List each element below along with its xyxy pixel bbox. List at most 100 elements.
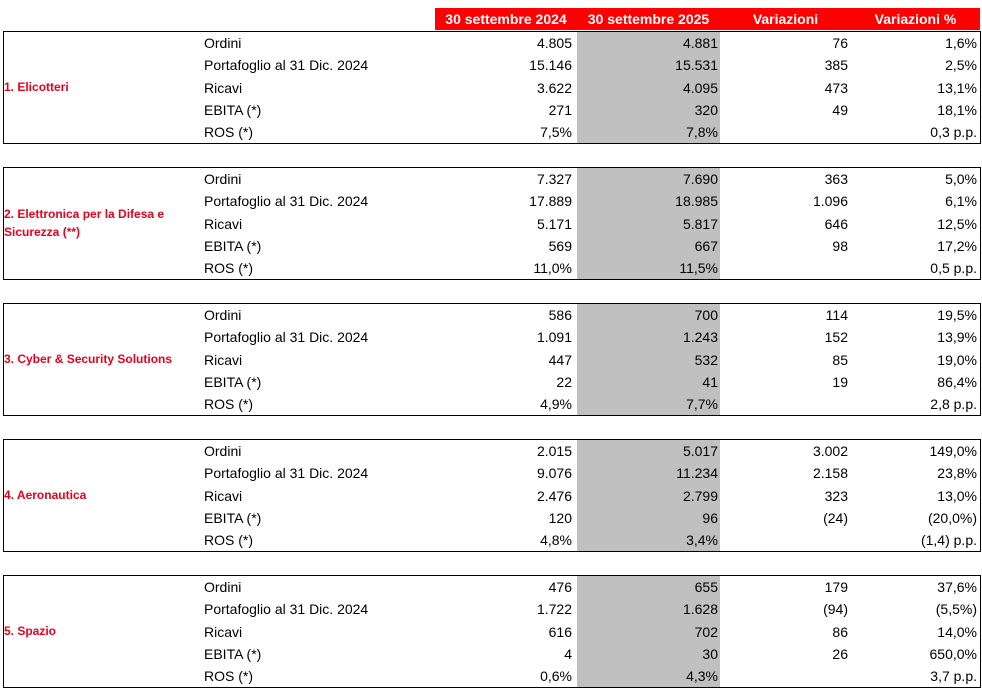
value-cell: 586: [548, 307, 572, 323]
value-cell: 4,8%: [540, 532, 572, 549]
value-cell: 86,4%: [937, 373, 977, 390]
section-box: [3, 167, 981, 280]
value-cell: 11.234: [676, 465, 718, 482]
value-cell: 18.985: [675, 193, 718, 210]
value-cell: 7,7%: [686, 396, 718, 413]
metric-label: Ordini: [204, 443, 242, 459]
value-cell: 4: [564, 645, 572, 662]
value-cell: 1.091: [536, 329, 572, 346]
value-cell: 363: [824, 171, 848, 187]
value-cell: 49: [832, 101, 848, 118]
value-cell: 4.881: [682, 35, 718, 51]
value-cell: 0,3 p.p.: [930, 124, 977, 141]
value-cell: 15.146: [529, 57, 572, 74]
value-cell: 476: [548, 579, 572, 595]
value-cell: 17.889: [529, 193, 572, 210]
segment-label: 2. Elettronica per la Difesa e Sicurezza…: [4, 207, 165, 239]
value-cell: 19,0%: [937, 351, 977, 368]
value-cell: 2.015: [536, 443, 572, 459]
value-cell: 13,0%: [937, 487, 977, 504]
value-cell: 120: [548, 509, 572, 526]
value-cell: 3.622: [536, 79, 572, 96]
value-cell: 30: [702, 645, 718, 662]
section-box: [3, 575, 981, 688]
metric-label: Ricavi: [204, 487, 243, 504]
value-cell: 114: [825, 307, 848, 323]
metric-label: EBITA (*): [204, 237, 262, 254]
value-cell: 17,2%: [937, 237, 977, 254]
highlight-column: [577, 304, 720, 415]
value-cell: 271: [548, 101, 572, 118]
metric-label: Ricavi: [204, 215, 243, 232]
value-cell: (5,5%): [935, 601, 977, 618]
value-cell: 179: [824, 579, 848, 595]
metric-label: Ricavi: [204, 79, 243, 96]
metric-label: EBITA (*): [204, 645, 262, 662]
value-cell: 447: [548, 351, 572, 368]
value-cell: 4.805: [536, 35, 572, 51]
metric-label: Ordini: [204, 307, 242, 323]
value-cell: 650,0%: [929, 645, 977, 662]
value-cell: 13,1%: [937, 79, 977, 96]
section-box: [3, 303, 981, 416]
value-cell: 323: [824, 487, 848, 504]
segment-label: 4. Aeronautica: [4, 488, 87, 502]
value-cell: 2.476: [536, 487, 572, 504]
value-cell: 15.531: [675, 57, 718, 74]
value-cell: 5.017: [682, 443, 718, 459]
value-cell: 13,9%: [937, 329, 977, 346]
value-cell: 7,5%: [540, 124, 572, 141]
value-cell: 2.799: [682, 487, 718, 504]
value-cell: 4,3%: [686, 668, 718, 685]
value-cell: 7.327: [536, 171, 572, 187]
value-cell: 1,6%: [945, 35, 977, 51]
value-cell: 76: [832, 35, 848, 51]
metric-label: ROS (*): [204, 532, 253, 549]
metric-label: EBITA (*): [204, 373, 262, 390]
value-cell: 2.158: [812, 465, 848, 482]
value-cell: 4,9%: [540, 396, 572, 413]
metric-label: Portafoglio al 31 Dic. 2024: [204, 465, 369, 482]
value-cell: 320: [694, 101, 718, 118]
value-cell: (1,4) p.p.: [920, 532, 977, 549]
column-header: Variazioni: [752, 11, 819, 27]
value-cell: 4.095: [682, 79, 718, 96]
metric-label: Portafoglio al 31 Dic. 2024: [204, 57, 369, 74]
value-cell: 5,0%: [945, 171, 977, 187]
value-cell: 667: [694, 237, 718, 254]
value-cell: 3.002: [812, 443, 848, 459]
value-cell: 532: [694, 351, 718, 368]
value-cell: 646: [824, 215, 848, 232]
value-cell: 18,1%: [937, 101, 977, 118]
metric-label: ROS (*): [204, 396, 253, 413]
column-header: 30 settembre 2025: [587, 11, 710, 27]
value-cell: 11,0%: [533, 260, 572, 277]
value-cell: 19,5%: [937, 307, 977, 323]
value-cell: 616: [548, 623, 572, 640]
value-cell: 19: [832, 373, 848, 390]
value-cell: 1.722: [536, 601, 572, 618]
value-cell: (24): [823, 509, 848, 526]
value-cell: 7,8%: [686, 124, 718, 141]
value-cell: 98: [832, 237, 848, 254]
value-cell: 22: [556, 373, 572, 390]
value-cell: 7.690: [682, 171, 718, 187]
metric-label: ROS (*): [204, 260, 253, 277]
segment-label: 5. Spazio: [4, 624, 57, 638]
value-cell: 12,5%: [937, 215, 977, 232]
value-cell: 0,5 p.p.: [930, 260, 977, 277]
value-cell: 2,5%: [945, 57, 977, 74]
value-cell: 6,1%: [945, 193, 977, 210]
metric-label: Portafoglio al 31 Dic. 2024: [204, 329, 369, 346]
segment-label: 1. Elicotteri: [4, 80, 69, 94]
value-cell: 152: [824, 329, 848, 346]
value-cell: 655: [694, 579, 718, 595]
value-cell: 1.243: [682, 329, 718, 346]
highlight-column: [577, 32, 720, 143]
metric-label: Ordini: [204, 171, 242, 187]
section-box: [3, 31, 981, 144]
value-cell: 702: [694, 623, 718, 640]
value-cell: 26: [832, 645, 848, 662]
